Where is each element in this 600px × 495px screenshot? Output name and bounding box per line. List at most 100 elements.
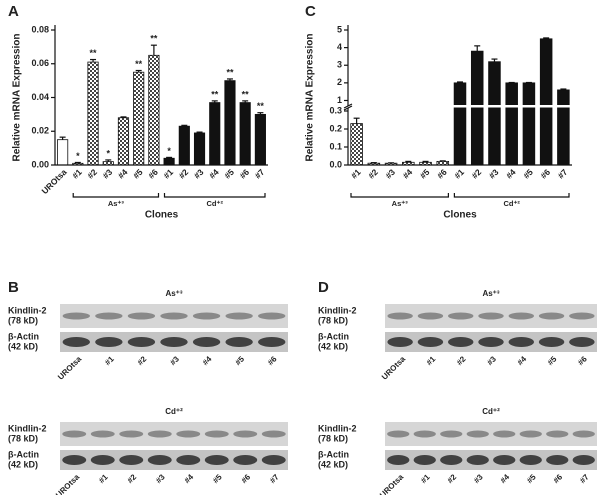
blot-band: [519, 430, 542, 438]
blot-header: Cd⁺²: [482, 407, 500, 416]
row-label: (42 kD): [8, 459, 38, 469]
blot-header: As⁺³: [165, 289, 182, 298]
blot-band: [387, 312, 413, 320]
bar: [505, 82, 518, 166]
blot-band: [413, 430, 436, 438]
row-label: β-Actin: [8, 449, 39, 459]
blot-band: [538, 312, 565, 320]
y-tick-label: 0.1: [329, 141, 342, 151]
significance: *: [76, 151, 80, 161]
lane-label: UROtsa: [56, 354, 83, 381]
x-tick-label: #2: [366, 167, 380, 181]
blot-band: [225, 312, 253, 320]
blot-band: [417, 337, 444, 347]
lane-label: #5: [546, 354, 559, 367]
panel-label: D: [318, 279, 329, 296]
x-tick-label: #6: [146, 167, 160, 181]
x-tick-label: #3: [487, 167, 501, 181]
blot-band: [572, 430, 595, 438]
blot-band: [127, 312, 156, 320]
row-label: (78 kD): [8, 433, 38, 443]
row-label: (78 kD): [8, 315, 38, 325]
row-label: β-Actin: [318, 331, 349, 341]
row-label: (42 kD): [318, 459, 348, 469]
row-label: Kindlin-2: [8, 423, 47, 433]
x-tick-label: #5: [131, 167, 145, 181]
row-label: β-Actin: [8, 331, 39, 341]
x-axis-label: Clones: [145, 210, 179, 221]
row-label: (42 kD): [8, 341, 38, 351]
significance: *: [167, 146, 171, 156]
row-label: (42 kD): [318, 341, 348, 351]
lane-label: #6: [576, 354, 589, 367]
lane-label: #6: [551, 472, 564, 485]
bar: [133, 71, 145, 166]
blot-band: [478, 312, 504, 320]
y-axis-label: Relative mRNA Expression: [305, 33, 316, 161]
panel-label: A: [8, 3, 19, 20]
lane-label: #7: [578, 472, 591, 485]
blot-band: [62, 430, 87, 438]
blot-band: [447, 312, 474, 320]
bar: [350, 123, 363, 166]
blot-band: [569, 337, 595, 347]
lane-label: #2: [136, 354, 149, 367]
y-tick-label: 5: [337, 24, 342, 34]
bar: [470, 50, 484, 166]
y-tick-label: 0.08: [31, 24, 49, 34]
group-bracket: [453, 193, 570, 198]
bar: [193, 132, 206, 166]
blot-band: [417, 312, 444, 320]
x-tick-label: #7: [556, 167, 570, 181]
blot-band: [538, 337, 565, 347]
bar: [163, 157, 175, 166]
x-tick-label: #4: [504, 167, 518, 181]
y-tick-label: 0.04: [31, 92, 49, 102]
lane-label: #5: [211, 472, 224, 485]
lane-label: #1: [425, 354, 438, 367]
lane-label: #4: [201, 354, 214, 367]
x-axis-label: Clones: [443, 210, 477, 221]
blot-band: [546, 455, 569, 465]
blot-band: [192, 312, 221, 320]
x-tick-label: #2: [469, 167, 483, 181]
bar: [254, 113, 266, 166]
lane-label: #5: [233, 354, 246, 367]
significance: *: [106, 148, 110, 158]
panel-label: C: [305, 3, 316, 20]
bar: [148, 54, 160, 166]
blot-band: [258, 312, 286, 320]
y-tick-label: 0.2: [329, 123, 342, 133]
blot-band: [387, 455, 410, 465]
blot-header: Cd⁺²: [165, 407, 183, 416]
bar: [522, 82, 536, 166]
bar: [239, 102, 251, 166]
blot-band: [569, 312, 595, 320]
x-tick-label: #1: [70, 167, 84, 181]
blot-band: [90, 455, 115, 465]
significance: **: [135, 59, 143, 69]
significance: **: [226, 67, 234, 77]
bar: [117, 117, 130, 166]
x-tick-label: UROtsa: [39, 167, 68, 196]
blot-band: [493, 430, 516, 438]
group-label: Cd⁺²: [503, 199, 520, 208]
y-tick-label: 0.06: [31, 58, 49, 68]
blot-band: [466, 455, 489, 465]
blot-band: [147, 455, 172, 465]
blot-band: [225, 337, 253, 347]
blot-band: [478, 337, 504, 347]
group-bracket: [72, 193, 160, 198]
y-tick-label: 0.00: [31, 159, 49, 169]
blot-band: [546, 430, 569, 438]
lane-label: #2: [455, 354, 468, 367]
lane-label: #7: [268, 472, 281, 485]
blot-band: [90, 430, 115, 438]
blot-band: [493, 455, 516, 465]
blot-band: [119, 430, 144, 438]
blot-band: [261, 455, 286, 465]
row-label: Kindlin-2: [8, 305, 47, 315]
group-bracket: [350, 193, 449, 198]
x-tick-label: #1: [161, 167, 175, 181]
